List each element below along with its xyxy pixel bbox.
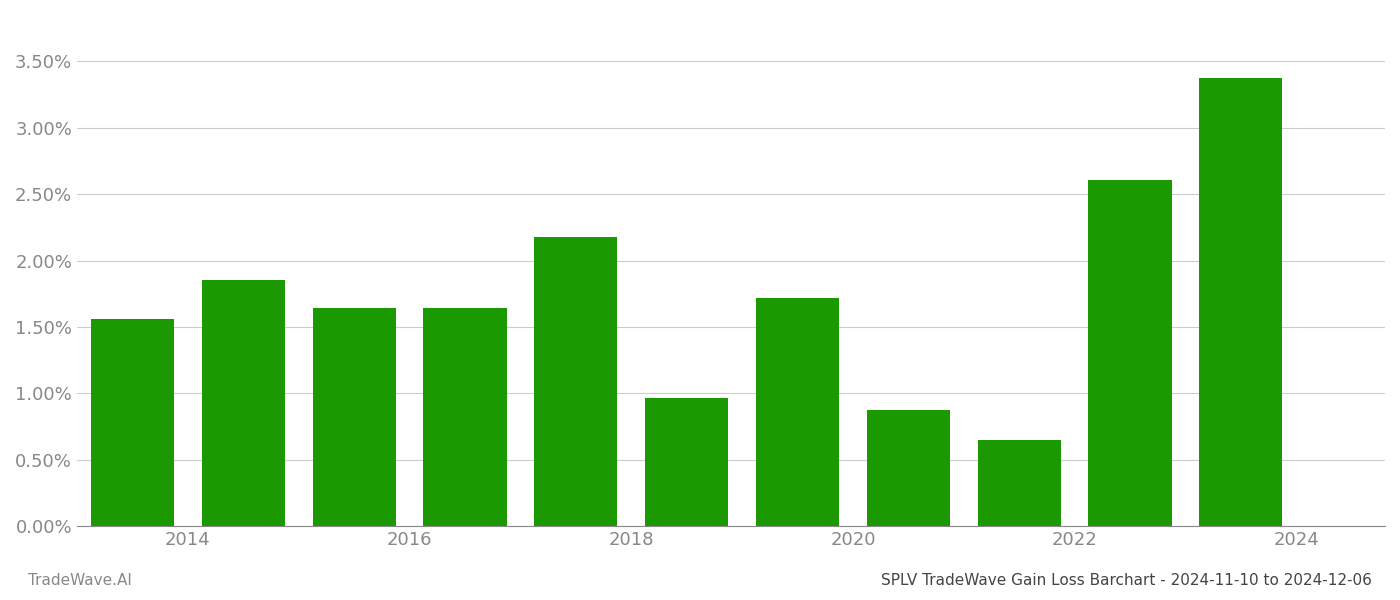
Bar: [202, 280, 284, 526]
Bar: [1088, 180, 1172, 526]
Bar: [1200, 78, 1282, 526]
Bar: [645, 398, 728, 526]
Bar: [423, 308, 507, 526]
Bar: [756, 298, 839, 526]
Bar: [867, 410, 951, 526]
Text: TradeWave.AI: TradeWave.AI: [28, 573, 132, 588]
Bar: [91, 319, 174, 526]
Bar: [977, 440, 1061, 526]
Bar: [535, 238, 617, 526]
Bar: [312, 308, 396, 526]
Text: SPLV TradeWave Gain Loss Barchart - 2024-11-10 to 2024-12-06: SPLV TradeWave Gain Loss Barchart - 2024…: [881, 573, 1372, 588]
